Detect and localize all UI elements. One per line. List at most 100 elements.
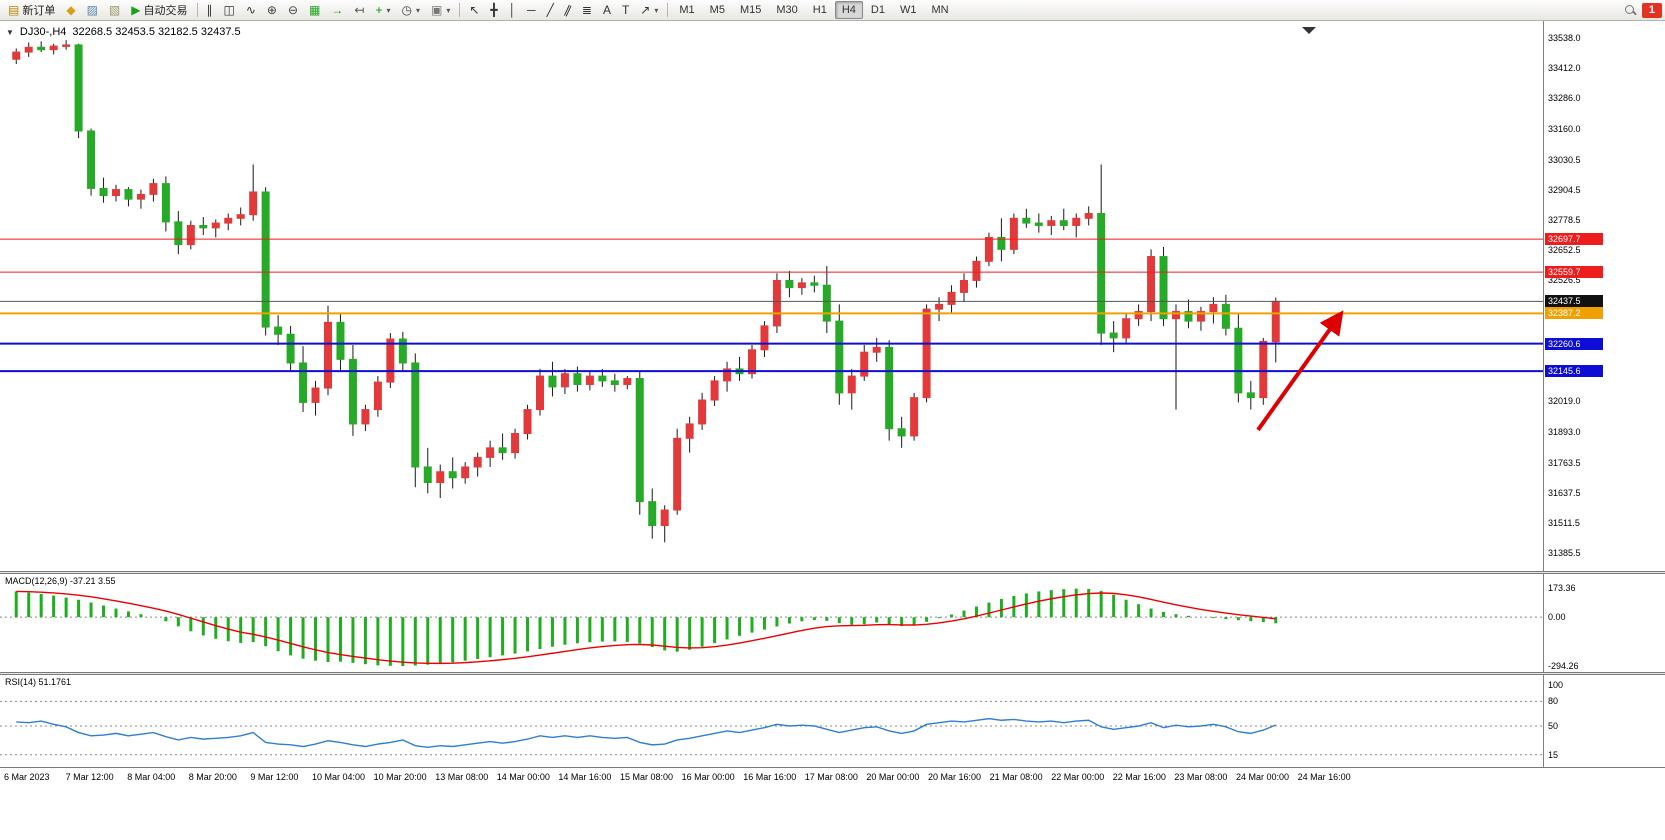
- price-tick-label: 31893.0: [1548, 426, 1581, 437]
- dropdown-arrow-icon[interactable]: ▾: [386, 5, 391, 15]
- candlestick-icon: ◫: [223, 3, 235, 17]
- search-icon: [1624, 4, 1636, 16]
- shapes-button[interactable]: ↗ ▾: [635, 1, 663, 19]
- timeframe-h4-button-label: H4: [841, 4, 856, 16]
- zoom-in-button[interactable]: ⊕: [262, 1, 282, 19]
- notification-badge[interactable]: 1: [1641, 2, 1662, 18]
- macd-panel-divider[interactable]: [0, 571, 1665, 574]
- periods-button[interactable]: ◷ ▾: [396, 1, 425, 19]
- cursor-button[interactable]: ↖: [464, 1, 484, 19]
- timeframe-h1-button[interactable]: H1: [806, 1, 834, 19]
- time-axis[interactable]: 6 Mar 2023 7 Mar 12:00 8 Mar 04:00 8 Mar 20…: [0, 767, 1665, 840]
- channel-button[interactable]: ∥: [560, 1, 576, 19]
- time-axis-label: 10 Mar 20:00: [373, 772, 427, 782]
- charts-icon: ◆: [66, 3, 76, 17]
- price-tag: 32437.5: [1545, 295, 1603, 308]
- rsi-axis-label: 50: [1548, 721, 1559, 731]
- macd-axis-label: 173.36: [1548, 583, 1576, 594]
- price-axis[interactable]: 33538.0 33412.0 33286.0 33160.0 33030.5 32904…: [1543, 21, 1665, 767]
- charts-button[interactable]: ◆: [61, 1, 80, 19]
- macd-signal-line: [16, 590, 1276, 665]
- timeframe-w1-button[interactable]: W1: [893, 1, 924, 19]
- profiles-button[interactable]: ▨: [82, 1, 103, 19]
- price-tick-label: 33412.0: [1548, 63, 1581, 74]
- rsi-panel-divider[interactable]: [0, 672, 1665, 675]
- fibonacci-button[interactable]: ≣: [577, 1, 597, 19]
- price-tick-label: 33286.0: [1548, 93, 1581, 104]
- text-button[interactable]: A: [598, 1, 616, 19]
- auto-scroll-icon: →: [331, 3, 344, 17]
- price-tag: 32559.7: [1545, 266, 1603, 279]
- label-button[interactable]: T: [617, 1, 634, 19]
- autotrading-button[interactable]: ▶ 自动交易: [126, 1, 192, 19]
- timeframe-m15-button-label: M15: [739, 4, 762, 16]
- time-axis-label: 8 Mar 04:00: [127, 772, 176, 782]
- equidistant-channel-icon: ∥: [562, 2, 574, 18]
- price-tag: 32697.7: [1545, 233, 1603, 246]
- timeframe-m30-button[interactable]: M30: [769, 1, 804, 19]
- timeframe-mn-button[interactable]: MN: [924, 1, 955, 19]
- dropdown-arrow-icon[interactable]: ▾: [654, 5, 659, 15]
- price-tick-label: 31385.5: [1548, 547, 1581, 558]
- chart-symbol-period: DJ30-,H4: [19, 26, 67, 38]
- chart-shift-marker[interactable]: [1302, 27, 1316, 34]
- toolbar-separator: [196, 3, 198, 17]
- indicators-button[interactable]: + ▾: [370, 1, 395, 19]
- tile-windows-icon: ▦: [309, 3, 321, 17]
- rsi-line: [16, 717, 1277, 749]
- macd-histogram: [14, 588, 1278, 667]
- search-button[interactable]: [1619, 1, 1641, 19]
- timeframe-d1-button[interactable]: D1: [864, 1, 892, 19]
- price-tick-label: 32778.5: [1548, 214, 1581, 225]
- rsi-axis-label: 100: [1548, 680, 1564, 690]
- timeframe-h1-button-label: H1: [812, 4, 827, 16]
- order-form-icon: ▤: [8, 3, 20, 17]
- dropdown-arrow-icon[interactable]: ▾: [415, 5, 420, 15]
- horizontal-line-button[interactable]: ─: [522, 1, 541, 19]
- bar-chart-button[interactable]: ∥: [202, 1, 218, 19]
- chart-area[interactable]: ▼ DJ30-,H4 32268.5 32453.5 32182.5 32437…: [0, 21, 1665, 840]
- time-axis-label: 8 Mar 20:00: [188, 772, 237, 782]
- rsi-axis-label: 80: [1548, 696, 1559, 707]
- timeframe-m15-button[interactable]: M15: [733, 1, 768, 19]
- zoom-in-icon: ⊕: [266, 3, 277, 17]
- price-tag: 32145.6: [1545, 365, 1603, 378]
- line-chart-button[interactable]: ∿: [241, 1, 261, 19]
- macd-panel[interactable]: [0, 574, 1543, 672]
- price-tick-label: 32904.5: [1548, 184, 1581, 195]
- crosshair-icon: ╋: [490, 3, 498, 17]
- timeframe-h4-button[interactable]: H4: [834, 1, 863, 19]
- arrow-shapes-icon: ↗: [640, 3, 651, 17]
- line-chart-icon: ∿: [245, 3, 256, 17]
- clock-icon: ◷: [401, 3, 412, 17]
- templates-button[interactable]: ▣ ▾: [426, 1, 455, 19]
- data-window-button[interactable]: ▧: [104, 1, 125, 19]
- rsi-panel[interactable]: [0, 675, 1543, 767]
- new-order-button[interactable]: ▤ 新订单: [3, 1, 60, 19]
- candlestick-panel[interactable]: [0, 21, 1543, 572]
- vertical-line-button[interactable]: │: [504, 1, 522, 19]
- auto-scroll-button[interactable]: →: [326, 1, 348, 19]
- price-tick-label: 33160.0: [1548, 123, 1581, 134]
- timeframe-m1-button[interactable]: M1: [672, 1, 701, 19]
- tile-windows-button[interactable]: ▦: [304, 1, 325, 19]
- chart-shift-button[interactable]: ↤: [349, 1, 369, 19]
- zoom-out-icon: ⊖: [287, 3, 299, 17]
- dropdown-arrow-icon[interactable]: ▾: [446, 5, 451, 15]
- autotrading-button-label: 自动交易: [143, 5, 188, 17]
- trend-arrow-annotation[interactable]: [1256, 310, 1344, 432]
- trendline-button[interactable]: ╱: [542, 1, 559, 19]
- price-tag: 32387.2: [1545, 307, 1603, 320]
- vertical-line-icon: │: [508, 3, 517, 17]
- candlestick-chart-button[interactable]: ◫: [219, 1, 240, 19]
- timeframe-w1-button-label: W1: [899, 4, 917, 16]
- horizontal-lines: [0, 238, 1543, 373]
- timeframe-d1-button-label: D1: [870, 4, 885, 16]
- horizontal-line-icon: ─: [527, 3, 536, 17]
- zoom-out-button[interactable]: ⊖: [283, 1, 303, 19]
- crosshair-button[interactable]: ╋: [485, 1, 502, 19]
- notification-badge-label: 1: [1648, 4, 1655, 16]
- one-click-trading-toggle[interactable]: ▼: [6, 27, 14, 37]
- timeframe-m5-button[interactable]: M5: [703, 1, 732, 19]
